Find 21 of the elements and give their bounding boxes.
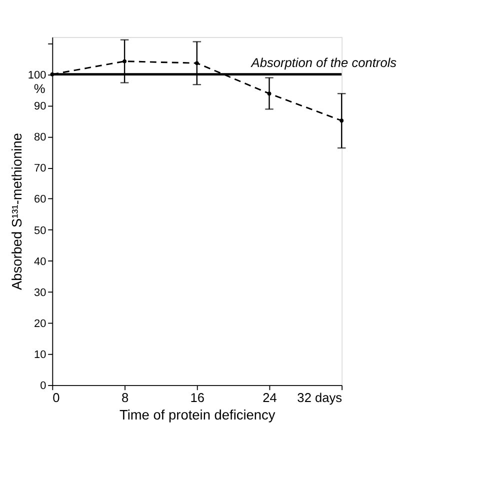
y-tick-label: 80 (34, 132, 46, 144)
point (50, 72, 54, 76)
y-tick-label: 0 (40, 380, 46, 392)
y-tick-label: 70 (34, 162, 46, 175)
x-tick-label: 24 (262, 390, 277, 406)
y-tick-label: 100 (28, 69, 46, 82)
y-tick-label: 30 (34, 286, 46, 299)
text: % (34, 80, 46, 96)
y-tick-label: 50 (34, 224, 46, 237)
y-tick-label: 40 (34, 256, 46, 268)
y-tick-label: 20 (34, 318, 46, 330)
x-tick-label: 8 (121, 390, 129, 406)
y-axis-title: Absorbed S¹³¹-methionine (10, 132, 25, 290)
x-tick-label: 16 (190, 390, 205, 406)
y-tick-label: 60 (34, 194, 46, 206)
ref-line-label: Absorption of the controls (250, 55, 398, 70)
x-axis-title: Time of protein deficiency (119, 407, 276, 422)
y-tick-label: 10 (34, 349, 46, 362)
y-tick-label: 90 (34, 100, 46, 113)
x-tick-label: 0 (52, 390, 60, 406)
x-tick-label: 32 days (297, 390, 342, 406)
